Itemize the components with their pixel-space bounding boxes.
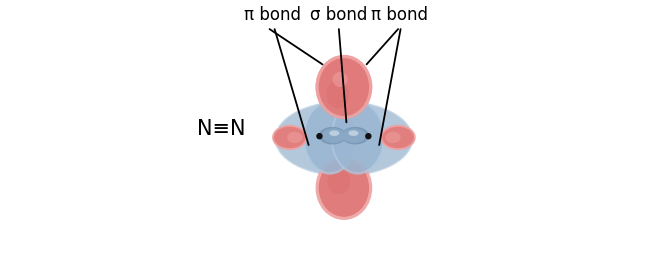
Ellipse shape (276, 102, 412, 175)
Circle shape (317, 134, 322, 139)
Ellipse shape (341, 127, 369, 144)
Ellipse shape (330, 130, 339, 136)
Ellipse shape (348, 130, 359, 136)
Ellipse shape (303, 100, 357, 175)
Ellipse shape (318, 58, 369, 116)
Ellipse shape (380, 125, 416, 150)
Circle shape (366, 134, 371, 139)
Text: π bond: π bond (371, 6, 428, 24)
Ellipse shape (274, 101, 413, 176)
Ellipse shape (318, 159, 369, 217)
Ellipse shape (315, 55, 372, 119)
Ellipse shape (328, 169, 350, 194)
Ellipse shape (318, 58, 369, 116)
Ellipse shape (272, 125, 307, 150)
Ellipse shape (274, 127, 305, 148)
Ellipse shape (333, 72, 348, 87)
Ellipse shape (315, 55, 372, 119)
Ellipse shape (385, 132, 400, 143)
Ellipse shape (382, 127, 414, 148)
Ellipse shape (305, 103, 356, 172)
Text: π bond: π bond (244, 6, 300, 24)
Ellipse shape (315, 156, 372, 220)
Ellipse shape (331, 100, 385, 175)
Text: σ bond: σ bond (310, 6, 367, 24)
Ellipse shape (318, 127, 346, 144)
Ellipse shape (287, 132, 302, 143)
Ellipse shape (333, 103, 383, 172)
Ellipse shape (322, 128, 346, 143)
Ellipse shape (342, 128, 366, 143)
Ellipse shape (326, 81, 349, 109)
Text: N≡N: N≡N (198, 119, 246, 138)
